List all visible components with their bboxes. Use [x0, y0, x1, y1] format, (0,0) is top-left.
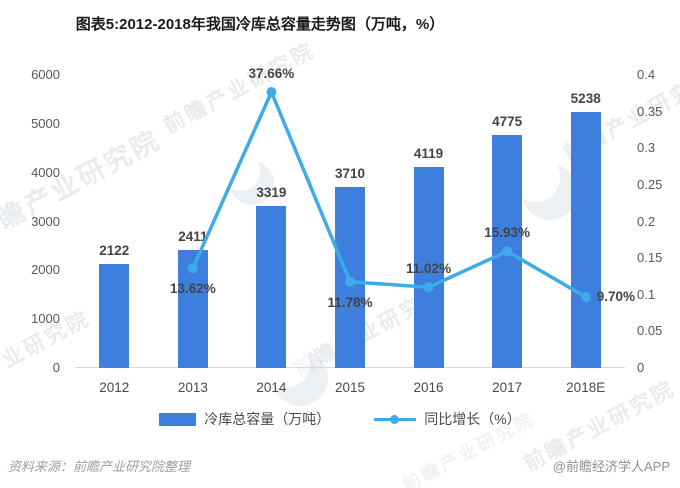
left-axis-tick: 6000: [31, 67, 60, 82]
x-axis-label: 2014: [256, 380, 287, 395]
bar-swatch: [159, 412, 197, 426]
left-axis-tick: 3000: [31, 213, 60, 229]
right-axis-tick: 0: [637, 360, 645, 375]
bar-2012: [99, 264, 130, 368]
legend-label: 冷库总容量（万吨）: [204, 411, 331, 427]
bar-2016: [413, 166, 444, 368]
right-axis-tick: 0.25: [637, 176, 663, 192]
bar-value-label: 4119: [413, 145, 444, 161]
bar-value-label: 2122: [99, 243, 130, 259]
right-axis-tick: 0.35: [637, 103, 663, 119]
line-point-icon: [423, 282, 434, 293]
bar-value-label: 2411: [178, 229, 208, 245]
x-axis-label: 2016: [413, 380, 444, 395]
bar-2018E: [570, 112, 601, 368]
bar-value-label: 3710: [334, 165, 366, 181]
line-swatch: [374, 413, 417, 426]
x-axis-label: 2013: [177, 380, 208, 395]
bar-2014: [256, 205, 287, 368]
left-axis-tick: 5000: [31, 115, 60, 131]
bar-value-label: 4775: [492, 113, 523, 129]
growth-value-label: 15.93%: [484, 225, 531, 241]
x-axis-label: 2015: [334, 380, 366, 395]
right-axis-tick: 0.05: [637, 323, 663, 339]
legend: 冷库总容量（万吨） 同比增长（%）: [0, 409, 680, 429]
growth-value-label: 13.62%: [169, 281, 216, 297]
left-axis-tick: 0: [52, 360, 60, 375]
line-point-icon: [580, 291, 591, 302]
legend-item-line: 同比增长（%）: [374, 409, 521, 429]
right-axis-tick: 0.1: [637, 286, 656, 302]
left-axis-tick: 2000: [31, 262, 60, 278]
bar-value-label: 3319: [256, 184, 287, 200]
right-axis-tick: 0.3: [637, 140, 656, 156]
growth-value-label: 9.70%: [596, 288, 635, 304]
legend-item-bar: 冷库总容量（万吨）: [159, 409, 330, 429]
growth-value-label: 11.78%: [327, 294, 373, 310]
line-point-icon: [502, 246, 513, 257]
growth-value-label: 11.02%: [406, 261, 452, 277]
bar-value-label: 5238: [570, 91, 601, 107]
line-point-icon: [266, 87, 277, 98]
chart-title: 图表5:2012-2018年我国冷库总容量走势图（万吨，%）: [75, 16, 445, 33]
line-point-icon: [345, 276, 355, 287]
left-axis-tick: 4000: [31, 164, 60, 180]
right-axis-tick: 0.15: [637, 250, 663, 266]
source-note: 资料来源：前瞻产业研究院整理: [8, 459, 191, 474]
right-axis-tick: 0.2: [637, 213, 656, 229]
right-axis-tick: 0.4: [637, 67, 656, 82]
left-axis-tick: 1000: [31, 311, 60, 327]
legend-label: 同比增长（%）: [424, 411, 521, 427]
x-axis-label: 2017: [492, 380, 523, 395]
x-axis-label: 2018E: [566, 380, 606, 395]
credit: @前瞻经济学人APP: [552, 459, 670, 474]
line-point-icon: [187, 263, 198, 274]
x-axis-label: 2012: [99, 380, 130, 395]
growth-value-label: 37.66%: [248, 66, 295, 82]
